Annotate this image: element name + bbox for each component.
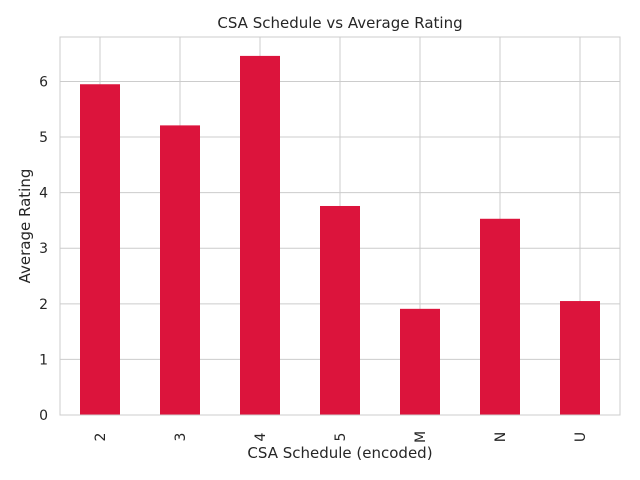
y-tick-label: 2 <box>39 297 48 313</box>
y-tick-label: 0 <box>39 408 48 424</box>
x-axis-title: CSA Schedule (encoded) <box>247 444 432 462</box>
bar-4 <box>240 55 280 416</box>
bar-5 <box>320 205 360 415</box>
y-axis-title: Average Rating <box>16 169 34 284</box>
x-tick-label: M <box>413 431 429 443</box>
plot-frame <box>59 36 621 416</box>
x-tick-label: N <box>493 432 509 442</box>
x-tick-label: 4 <box>253 432 269 441</box>
x-tick-label: 2 <box>93 433 109 442</box>
bar-2 <box>80 84 120 415</box>
y-tick-label: 3 <box>39 241 48 257</box>
x-tick-label: U <box>573 432 589 442</box>
y-tick-labels: 0 1 2 3 4 5 6 <box>39 74 48 424</box>
bar-U <box>560 301 600 415</box>
bar-N <box>480 218 520 415</box>
x-tick-label: 5 <box>333 433 349 442</box>
y-tick-label: 5 <box>39 130 48 146</box>
bars <box>80 55 600 416</box>
y-tick-label: 6 <box>39 74 48 90</box>
x-tick-label: 3 <box>173 433 189 442</box>
bar-3 <box>160 125 200 416</box>
x-tick-labels: 2 3 4 5 M N U <box>93 431 589 443</box>
bar-M <box>400 308 440 415</box>
y-tick-label: 4 <box>39 186 48 202</box>
y-tick-label: 1 <box>39 352 48 368</box>
chart-title: CSA Schedule vs Average Rating <box>217 14 462 32</box>
